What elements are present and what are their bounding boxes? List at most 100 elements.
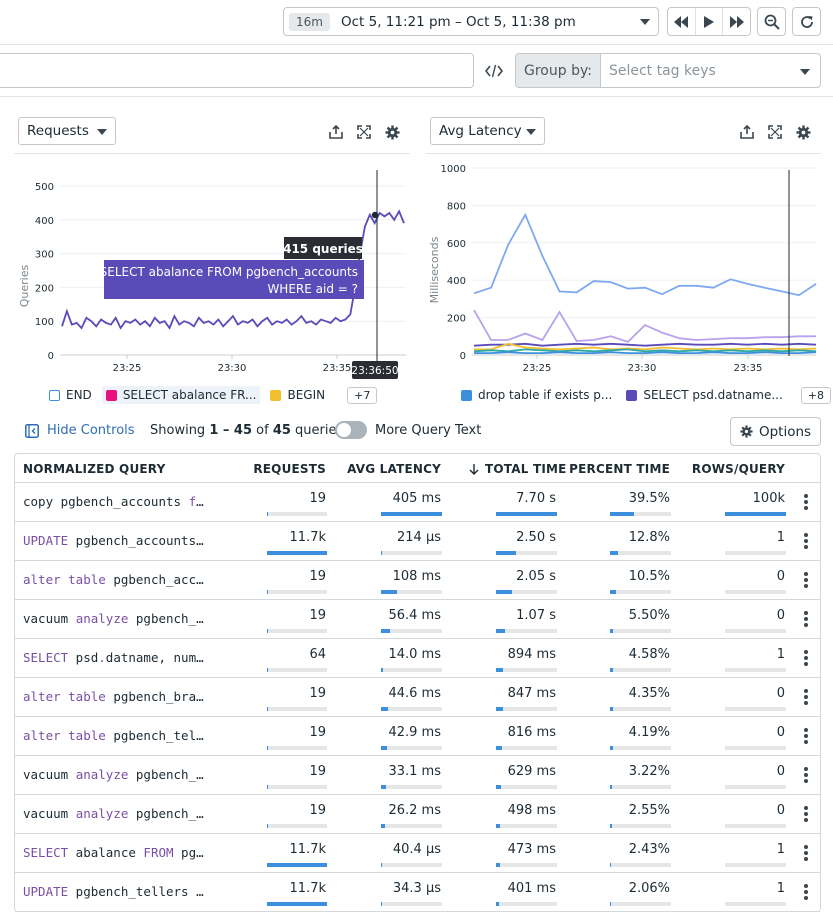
- export-button[interactable]: [327, 123, 345, 141]
- table-row[interactable]: alter table pgbench_bra… 19 44.6 ms 847 ms 4…: [15, 678, 820, 717]
- legend-swatch: [626, 389, 638, 401]
- legend-item-select-psd[interactable]: SELECT psd.datname...: [622, 386, 786, 404]
- zoom-button[interactable]: [757, 7, 786, 36]
- table-row[interactable]: vacuum analyze pgbench_… 19 26.2 ms 498 ms 2…: [15, 795, 820, 834]
- table-row[interactable]: alter table pgbench_tel… 19 42.9 ms 816 ms 4…: [15, 717, 820, 756]
- col-normalized-query[interactable]: NORMALIZED QUERY: [23, 462, 166, 476]
- chevron-down-icon: [526, 129, 536, 135]
- query-search-input[interactable]: [0, 53, 474, 88]
- group-by-select[interactable]: Group by: Select tag keys: [515, 53, 821, 88]
- options-button[interactable]: Options: [730, 417, 821, 446]
- row-menu-icon[interactable]: [804, 572, 808, 590]
- row-menu-icon[interactable]: [804, 845, 808, 863]
- fast-forward-button[interactable]: [723, 8, 750, 35]
- rewind-button[interactable]: [668, 8, 696, 35]
- row-menu-icon[interactable]: [804, 689, 808, 707]
- table-row[interactable]: SELECT abalance FROM pg… 11.7k 40.4 µs 473 …: [15, 834, 820, 873]
- requests-metric-dropdown[interactable]: Requests: [18, 117, 116, 145]
- query-text[interactable]: SELECT abalance FROM pg…: [23, 845, 204, 860]
- legend-label: SELECT abalance FR...: [122, 388, 257, 402]
- rows-per-query-value: 1: [776, 842, 785, 857]
- row-menu-icon[interactable]: [804, 611, 808, 629]
- row-menu-icon[interactable]: [804, 884, 808, 902]
- series-line-0[interactable]: [61, 209, 405, 330]
- settings-button[interactable]: [383, 123, 401, 141]
- hide-controls[interactable]: Hide Controls: [25, 423, 135, 438]
- col-avg-latency[interactable]: AVG LATENCY: [347, 462, 441, 476]
- series-line-5[interactable]: [474, 351, 817, 355]
- col-requests[interactable]: REQUESTS: [253, 462, 326, 476]
- time-range-picker[interactable]: 16m Oct 5, 11:21 pm – Oct 5, 11:38 pm: [283, 7, 659, 36]
- more-query-text-toggle[interactable]: More Query Text: [335, 421, 481, 439]
- query-text[interactable]: UPDATE pgbench_tellers …: [23, 884, 204, 899]
- metric-label: Avg Latency: [439, 123, 522, 139]
- code-view-button[interactable]: [480, 58, 508, 84]
- col-rows-per-query[interactable]: ROWS/QUERY: [691, 462, 785, 476]
- percent-time-value: 4.19%: [628, 725, 670, 740]
- series-line-3[interactable]: [474, 342, 817, 351]
- refresh-button[interactable]: [792, 7, 821, 36]
- row-menu-icon[interactable]: [804, 494, 808, 512]
- requests-value: 19: [309, 569, 326, 584]
- legend-item-begin[interactable]: BEGIN: [266, 386, 329, 404]
- legend-more-button[interactable]: +7: [347, 386, 378, 404]
- table-row[interactable]: UPDATE pgbench_accounts… 11.7k 214 µs 2.50 …: [15, 522, 820, 561]
- y-tick-label: 100: [35, 317, 54, 328]
- table-row[interactable]: vacuum analyze pgbench_… 19 56.4 ms 1.07 s 5…: [15, 600, 820, 639]
- legend-item-drop-table[interactable]: drop table if exists p...: [457, 386, 616, 404]
- avg-latency-bar: [381, 863, 442, 867]
- percent-time-bar: [610, 512, 671, 516]
- row-menu-icon[interactable]: [804, 806, 808, 824]
- play-button[interactable]: [696, 8, 724, 35]
- col-percent-time[interactable]: PERCENT TIME: [569, 462, 670, 476]
- table-row[interactable]: vacuum analyze pgbench_… 19 33.1 ms 629 ms 3…: [15, 756, 820, 795]
- series-line-4[interactable]: [473, 348, 817, 353]
- col-total-time[interactable]: TOTAL TIME: [469, 462, 567, 476]
- table-row[interactable]: alter table pgbench_acc… 19 108 ms 2.05 s 10…: [15, 561, 820, 600]
- expand-button[interactable]: [355, 123, 373, 141]
- row-menu-icon[interactable]: [804, 650, 808, 668]
- row-menu-icon[interactable]: [804, 767, 808, 785]
- legend-more-button[interactable]: +8: [800, 386, 832, 404]
- avg-latency-value: 56.4 ms: [388, 608, 441, 623]
- divider: [0, 44, 833, 45]
- query-text[interactable]: vacuum analyze pgbench_…: [23, 806, 204, 821]
- requests-chart[interactable]: 0 100 200 300 400 500 23:25 23:30 23:35 Queries…: [14, 158, 414, 382]
- avg-latency-bar: [381, 746, 442, 750]
- toggle-switch[interactable]: [335, 421, 367, 439]
- table-row[interactable]: SELECT psd.datname, num… 64 14.0 ms 894 ms 4…: [15, 639, 820, 678]
- query-text[interactable]: alter table pgbench_tel…: [23, 728, 204, 743]
- series-line-0[interactable]: [473, 212, 817, 297]
- rows-per-query-value: 1: [776, 530, 785, 545]
- y-tick-label: 1000: [441, 164, 466, 175]
- y-tick-label: 200: [35, 283, 54, 294]
- percent-time-bar: [610, 551, 671, 555]
- row-menu-icon[interactable]: [804, 533, 808, 551]
- latency-metric-dropdown[interactable]: Avg Latency: [430, 117, 545, 145]
- x-tick-label: 23:25: [113, 363, 142, 374]
- query-text[interactable]: vacuum analyze pgbench_…: [23, 767, 204, 782]
- latency-chart[interactable]: 0 200 400 600 800 1000 23:25 23:30 23:35 Millis…: [426, 158, 821, 382]
- series-line-1[interactable]: [473, 342, 817, 347]
- series-line-2[interactable]: [473, 309, 816, 343]
- avg-latency-bar: [381, 824, 442, 828]
- expand-button[interactable]: [766, 123, 784, 141]
- settings-button[interactable]: [794, 123, 812, 141]
- query-text[interactable]: copy pgbench_accounts f…: [23, 494, 204, 509]
- gear-icon: [795, 124, 811, 140]
- query-text[interactable]: SELECT psd.datname, num…: [23, 650, 204, 665]
- legend-item-select-abalance[interactable]: SELECT abalance FR...: [101, 386, 261, 404]
- row-menu-icon[interactable]: [804, 728, 808, 746]
- legend-item-end[interactable]: END: [45, 386, 96, 404]
- x-tick-label: 23:25: [523, 363, 552, 374]
- query-text[interactable]: alter table pgbench_bra…: [23, 689, 204, 704]
- table-row[interactable]: copy pgbench_accounts f… 19 405 ms 7.70 s 39…: [15, 483, 820, 522]
- table-row[interactable]: UPDATE pgbench_tellers … 11.7k 34.3 µs 401 …: [15, 873, 820, 912]
- total-time-value: 816 ms: [507, 725, 556, 740]
- refresh-icon: [800, 15, 813, 28]
- query-text[interactable]: vacuum analyze pgbench_…: [23, 611, 204, 626]
- query-text[interactable]: alter table pgbench_acc…: [23, 572, 204, 587]
- query-text[interactable]: UPDATE pgbench_accounts…: [23, 533, 204, 548]
- export-button[interactable]: [738, 123, 756, 141]
- hide-controls-button[interactable]: Hide Controls: [25, 423, 135, 438]
